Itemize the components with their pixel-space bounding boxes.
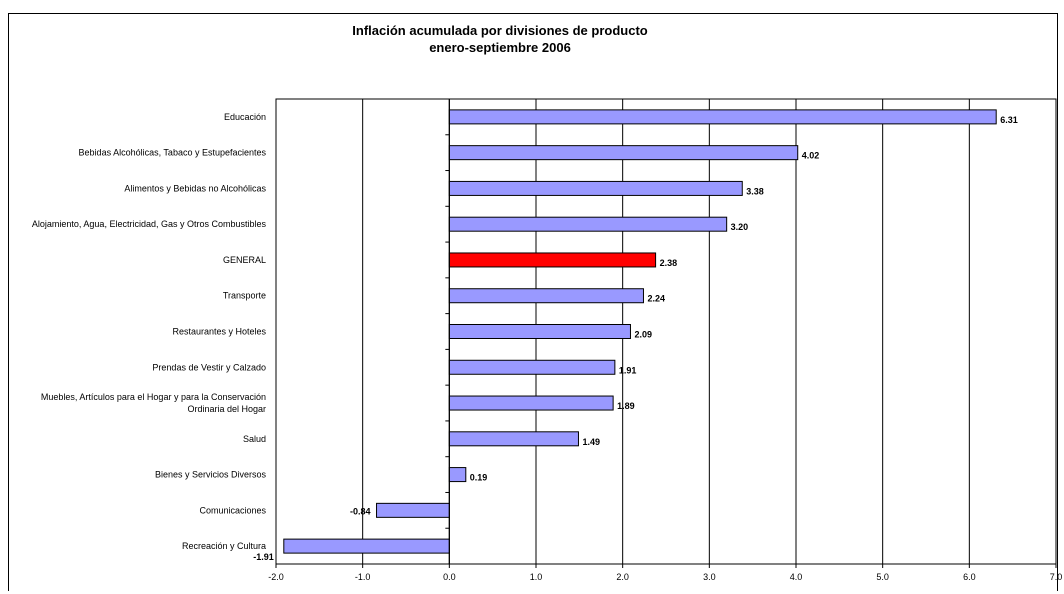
data-label: 6.31 xyxy=(1000,115,1018,125)
data-label: 3.38 xyxy=(746,186,764,196)
x-tick-label: -2.0 xyxy=(268,572,284,582)
category-label: Alimentos y Bebidas no Alcohólicas xyxy=(124,183,266,193)
bar xyxy=(283,538,450,554)
gridlines xyxy=(275,99,1057,568)
category-label: Ordinaria del Hogar xyxy=(187,404,266,414)
bar xyxy=(448,431,579,447)
category-label: Bienes y Servicios Diversos xyxy=(155,470,267,480)
category-label: Restaurantes y Hoteles xyxy=(172,327,266,337)
x-tick-label: 5.0 xyxy=(876,572,889,582)
bar-highlight xyxy=(448,252,657,268)
bar xyxy=(448,395,614,411)
bar xyxy=(448,145,799,161)
bar xyxy=(448,216,728,232)
x-tick-label: 2.0 xyxy=(616,572,629,582)
data-label: -0.84 xyxy=(350,506,371,516)
category-label: Alojamiento, Agua, Electricidad, Gas y O… xyxy=(32,219,267,229)
category-label: Comunicaciones xyxy=(199,505,266,515)
bar xyxy=(448,359,616,375)
data-label: 1.49 xyxy=(582,437,600,447)
x-tick-label: 1.0 xyxy=(530,572,543,582)
category-label: Transporte xyxy=(223,291,266,301)
category-label: Educación xyxy=(224,112,266,122)
x-tick-label: 6.0 xyxy=(963,572,976,582)
category-label: GENERAL xyxy=(223,255,266,265)
data-label: 1.89 xyxy=(617,401,635,411)
plot-area-border xyxy=(275,98,1057,565)
data-label: 2.24 xyxy=(647,294,665,304)
data-label: 0.19 xyxy=(470,473,488,483)
chart-title: Inflación acumulada por divisiones de pr… xyxy=(0,22,1000,56)
chart-title-line: Inflación acumulada por divisiones de pr… xyxy=(352,23,648,38)
data-label: 3.20 xyxy=(731,222,749,232)
x-tick-label: 3.0 xyxy=(703,572,716,582)
data-label: 4.02 xyxy=(802,151,820,161)
category-label: Bebidas Alcohólicas, Tabaco y Estupefaci… xyxy=(79,148,267,158)
data-label: 1.91 xyxy=(619,365,637,375)
data-label: 2.09 xyxy=(634,330,652,340)
x-tick-label: 0.0 xyxy=(443,572,456,582)
bar xyxy=(448,467,467,483)
bar xyxy=(448,180,743,196)
bar xyxy=(448,288,644,304)
x-tick-label: 7.0 xyxy=(1050,572,1063,582)
category-label: Prendas de Vestir y Calzado xyxy=(152,362,266,372)
category-label: Salud xyxy=(243,434,266,444)
x-tick-label: -1.0 xyxy=(355,572,371,582)
category-label: Recreación y Cultura xyxy=(182,541,266,551)
bar xyxy=(448,324,631,339)
bar xyxy=(376,502,450,518)
category-axis xyxy=(445,98,450,565)
category-label: Muebles, Artículos para el Hogar y para … xyxy=(41,392,266,402)
data-label: -1.91 xyxy=(253,552,274,562)
bars xyxy=(283,109,997,554)
chart-subtitle-line: enero-septiembre 2006 xyxy=(429,40,571,55)
x-tick-label: 4.0 xyxy=(790,572,803,582)
data-label: 2.38 xyxy=(660,258,678,268)
labels: -2.0 -1.0 0.0 1.0 2.0 3.0 4.0 5.0 6.0 7.0 6.31 Educ… xyxy=(32,112,1062,582)
bar xyxy=(448,109,997,125)
